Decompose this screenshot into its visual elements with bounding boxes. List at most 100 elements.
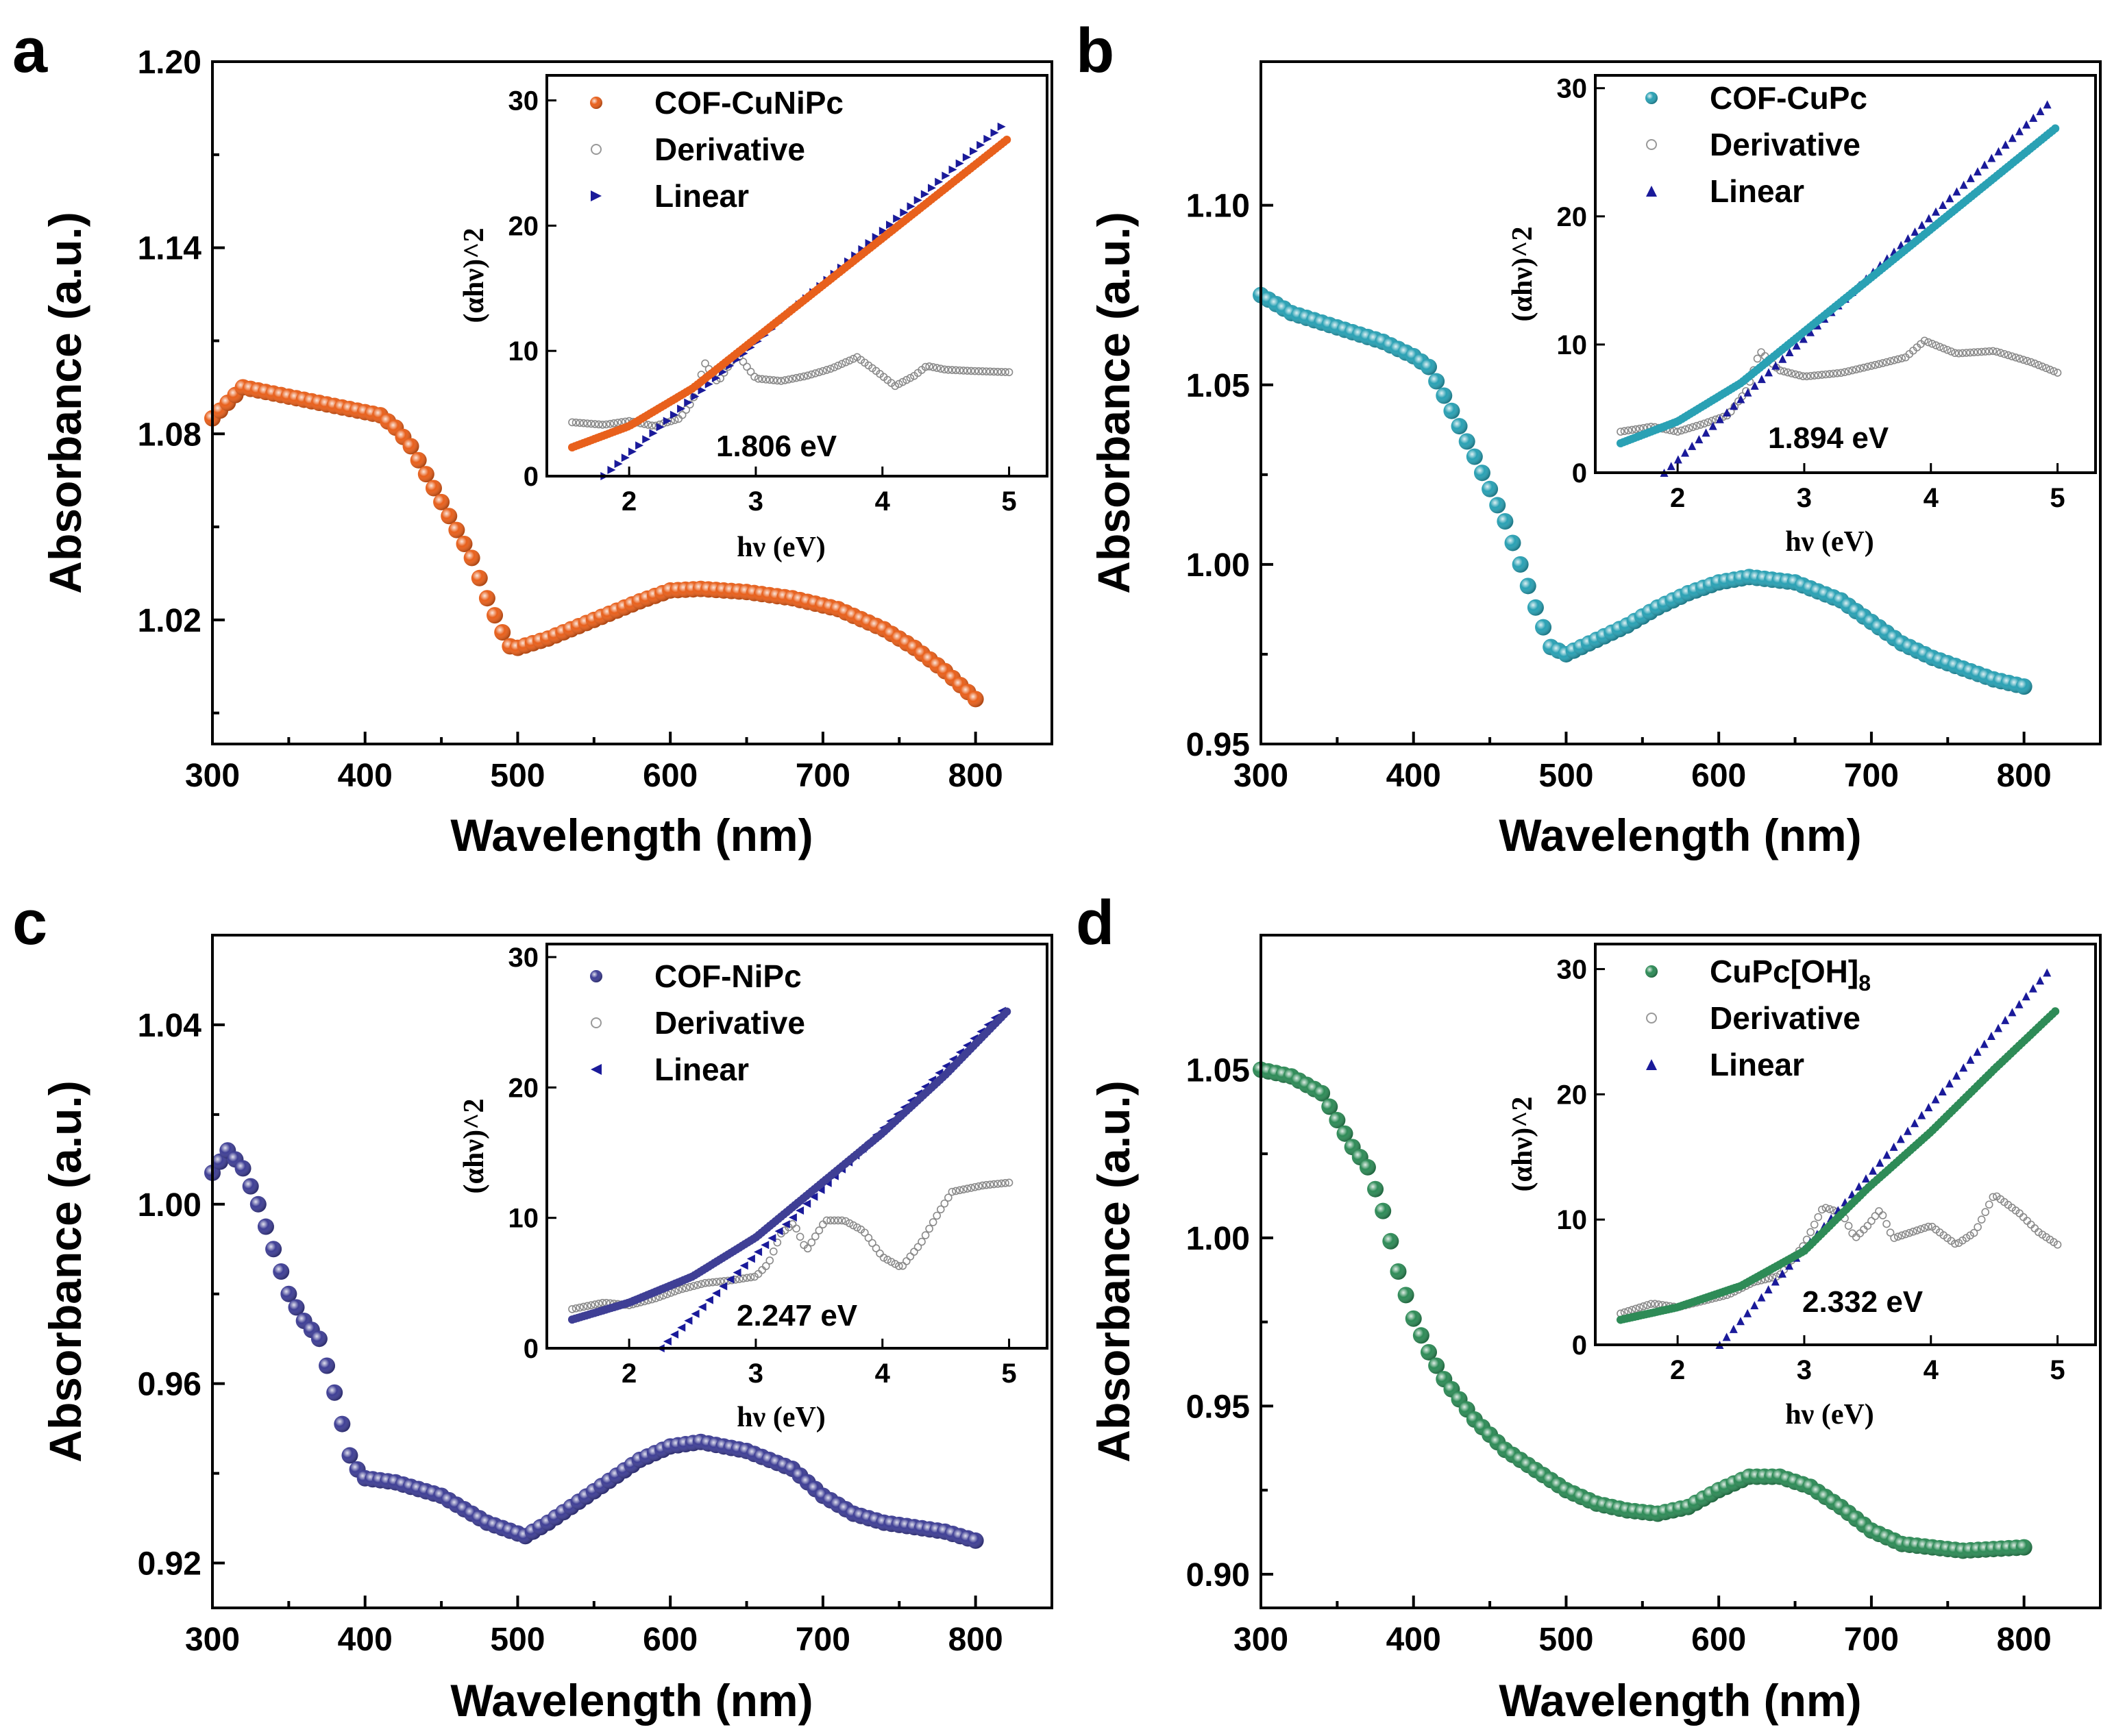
- derivative-point: [2019, 356, 2028, 364]
- derivative-point: [1981, 1208, 1990, 1217]
- linear-fit-point: [788, 1213, 797, 1222]
- derivative-point: [746, 1273, 755, 1282]
- inset-x-tick-label: 3: [1797, 483, 1812, 513]
- derivative-point: [1617, 427, 1625, 436]
- derivative-point: [1901, 1230, 1910, 1239]
- derivative-point: [1939, 344, 1948, 353]
- linear-fit-point: [1917, 1111, 1926, 1119]
- data-series: [204, 379, 984, 708]
- inset-y-tick-label: 10: [508, 1204, 539, 1234]
- derivative-point: [819, 367, 827, 375]
- linear-fit-point: [670, 410, 678, 419]
- linear-fit-point: [684, 398, 693, 407]
- x-tick-label: 500: [1538, 1622, 1593, 1658]
- derivative-point: [990, 1180, 998, 1189]
- inset-y-tick-label: 0: [1572, 458, 1587, 488]
- legend-marker: [1646, 1059, 1657, 1070]
- linear-fit-point: [1911, 1119, 1919, 1128]
- derivative-point: [1890, 1234, 1898, 1242]
- legend-label: COF-CuPc: [1710, 80, 1867, 116]
- y-tick-label: 1.00: [1186, 547, 1250, 584]
- linear-fit-point: [1785, 348, 1794, 357]
- data-point-shade: [1519, 578, 1536, 595]
- derivative-point: [1943, 345, 1952, 354]
- inset-y-tick-label: 0: [1572, 1330, 1587, 1361]
- linear-fit-point: [1882, 1150, 1891, 1159]
- derivative-point: [568, 418, 576, 427]
- legend-label: COF-CuNiPc: [654, 85, 844, 121]
- derivative-point: [1810, 1220, 1819, 1229]
- linear-fit-point: [1799, 334, 1808, 343]
- derivative-point: [1005, 368, 1014, 377]
- y-tick-label: 1.00: [138, 1187, 201, 1224]
- linear-fit-point: [649, 429, 658, 438]
- derivative-point: [788, 374, 797, 383]
- inset-x-tick-label: 4: [875, 486, 891, 517]
- inset-data-point: [2051, 124, 2060, 133]
- x-axis-title: Wavelength (nm): [450, 1675, 813, 1726]
- x-axis-title: Wavelength (nm): [1499, 810, 1861, 860]
- derivative-point: [2008, 352, 2016, 360]
- derivative-point: [1818, 1205, 1826, 1214]
- derivative-point: [997, 1179, 1006, 1188]
- data-point-shade: [273, 1263, 290, 1280]
- derivative-point: [902, 1257, 911, 1265]
- chart-panel-b: b 0.951.001.051.10 300 400 500 600 700 800 Wa…: [1076, 16, 2102, 860]
- band-gap-label: 2.247 eV: [737, 1299, 858, 1332]
- derivative-point: [883, 1256, 892, 1264]
- legend-marker: [1646, 186, 1657, 197]
- derivative-point: [1867, 362, 1876, 370]
- linear-fit-point: [1736, 395, 1745, 404]
- inset-ticks: 0 10 20 30 2 3 4 5: [1557, 74, 2065, 513]
- derivative-point: [842, 358, 850, 367]
- derivative-point: [2004, 351, 2013, 360]
- linear-fit-point: [607, 466, 616, 475]
- derivative-point: [929, 1218, 937, 1226]
- linear-fit-point: [1681, 448, 1690, 457]
- inset-x-tick-label: 5: [1001, 1359, 1016, 1389]
- derivative-point: [837, 360, 846, 369]
- linear-fit-point: [1730, 401, 1739, 410]
- linear-fit-point: [1980, 160, 1989, 169]
- derivative-point: [572, 419, 580, 427]
- derivative-point: [785, 375, 793, 384]
- derivative-point: [1795, 371, 1804, 380]
- linear-fit-point: [809, 1192, 818, 1201]
- derivative-point: [994, 1180, 1002, 1188]
- x-tick-label: 300: [185, 758, 240, 794]
- inset-data: [1616, 968, 2062, 1349]
- legend-marker: [1646, 139, 1657, 150]
- inset-x-axis-title: hν (eV): [737, 532, 826, 563]
- derivative-point: [1643, 1301, 1651, 1309]
- derivative-point: [800, 372, 808, 381]
- inset-data: [567, 122, 1014, 480]
- inset-plot: 0 10 20 30 2 3 4 5 hν (eV) (αhν)^2 COF-NiPc Deri…: [458, 943, 1048, 1433]
- chart-panel-c: c 0.920.961.001.04 300 400 500 600 700 800 Wa…: [12, 888, 1053, 1726]
- derivative-point: [803, 371, 812, 380]
- derivative-point: [913, 1243, 922, 1252]
- derivative-point: [1890, 356, 1898, 364]
- derivative-point: [1932, 341, 1940, 349]
- derivative-point: [1632, 1304, 1640, 1313]
- legend-label: Derivative: [654, 1005, 805, 1041]
- linear-fit-point: [1702, 428, 1710, 437]
- derivative-point: [921, 362, 930, 371]
- linear-fit-point: [1945, 194, 1954, 203]
- y-tick-labels: 0.90 0.95 1.00 1.05: [1186, 1052, 1250, 1593]
- legend-label: Linear: [1710, 173, 1804, 209]
- linear-fit-point: [802, 1199, 811, 1208]
- linear-fit-point: [1903, 1126, 1912, 1135]
- x-tick-label: 400: [338, 758, 393, 794]
- derivative-point: [963, 1185, 972, 1193]
- linear-fit-point: [698, 386, 707, 395]
- derivative-point: [803, 1244, 812, 1253]
- linear-fit-point: [955, 159, 964, 168]
- data-point-shade: [1466, 448, 1483, 465]
- derivative-point: [602, 420, 611, 429]
- derivative-point: [1814, 371, 1823, 380]
- inset-y-tick-label: 30: [1557, 74, 1588, 104]
- derivative-point: [576, 1303, 584, 1312]
- derivative-point: [944, 1193, 953, 1202]
- derivative-point: [834, 1216, 842, 1225]
- linear-fit-point: [621, 454, 630, 462]
